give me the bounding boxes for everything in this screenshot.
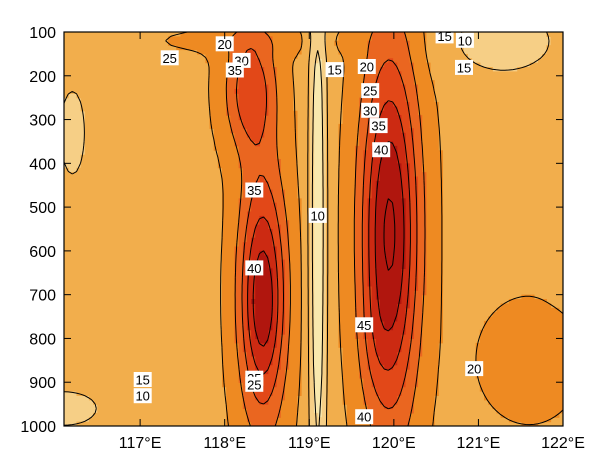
contour-label-bg — [357, 59, 376, 74]
contour-label-bg — [225, 62, 244, 78]
contour-label: 25 — [363, 84, 377, 99]
contour-label-bg — [308, 207, 327, 223]
contour-label: 15 — [327, 63, 341, 78]
plot-frame — [63, 31, 564, 427]
y-tick-label: 1000 — [20, 419, 56, 436]
contour-label-bg — [455, 59, 473, 75]
contour-label-bg — [160, 50, 179, 66]
x-tick-label: 122°E — [541, 435, 585, 452]
contour-label: 40 — [247, 261, 261, 276]
contour-label: 35 — [247, 183, 261, 198]
y-tick-label: 700 — [29, 288, 56, 305]
y-tick-label: 500 — [29, 200, 56, 217]
contour-label-bg — [215, 36, 234, 52]
contour-label: 30 — [363, 103, 377, 118]
contour-label-bg — [372, 142, 391, 158]
contour-label-bg — [369, 118, 388, 134]
x-tick-label: 119°E — [288, 435, 331, 452]
contour-band-35 — [246, 102, 410, 375]
contour-label-bg — [245, 182, 264, 198]
y-tick-label: 600 — [29, 244, 56, 261]
contour-band-5 — [313, 58, 323, 418]
contour-label: 25 — [162, 51, 176, 66]
contour-label: 40 — [374, 143, 388, 158]
contour-label: 20 — [217, 37, 231, 52]
x-tick-label: 120°E — [372, 435, 416, 452]
contour-label: 20 — [467, 362, 481, 377]
contour-label-bg — [325, 62, 344, 78]
contour-line-20 — [165, 32, 563, 426]
contour-label: 10 — [135, 389, 149, 404]
contour-label: 25 — [247, 377, 261, 392]
contour-label-bg — [361, 83, 380, 99]
y-tick-label: 200 — [29, 69, 56, 86]
x-tick-label: 121°E — [457, 435, 501, 452]
contour-label: 15 — [457, 60, 471, 75]
contour-label: 35 — [228, 63, 242, 78]
contour-label-bg — [455, 32, 474, 48]
contour-label-bg — [245, 260, 264, 276]
contour-label-bg — [355, 317, 374, 333]
contour-label-bg — [245, 376, 264, 392]
y-tick-label: 400 — [29, 156, 56, 173]
contour-label: 15 — [135, 373, 149, 388]
contour-label: 40 — [357, 410, 371, 425]
y-tick-label: 100 — [29, 25, 56, 42]
y-tick-label: 900 — [29, 375, 56, 392]
contour-label: 20 — [360, 60, 374, 75]
y-tick-label: 800 — [29, 331, 56, 348]
contour-line-15 — [64, 32, 550, 426]
contour-label: 10 — [310, 208, 324, 223]
contour-line-45 — [383, 198, 396, 271]
contour-label-bg — [355, 409, 374, 425]
contour-label: 15 — [437, 29, 451, 44]
contour-label-bg — [133, 388, 152, 404]
contour-label: 35 — [371, 119, 385, 134]
contour-label-bg — [465, 361, 484, 377]
contour-label: 10 — [458, 33, 472, 48]
y-axis: 100 200 300 400 500 600 700 800 900 1000 — [20, 25, 563, 436]
x-axis: 117°E 118°E 119°E 120°E 121°E 122°E — [119, 32, 585, 452]
contour-label-bg — [361, 102, 380, 118]
contour-band-20 — [167, 32, 563, 426]
contour-label: 45 — [357, 318, 371, 333]
contour-label-bg — [133, 372, 152, 387]
contour-band-40 — [251, 141, 406, 344]
x-tick-label: 118°E — [203, 435, 246, 452]
y-tick-label: 300 — [29, 113, 56, 130]
x-tick-label: 117°E — [119, 435, 162, 452]
